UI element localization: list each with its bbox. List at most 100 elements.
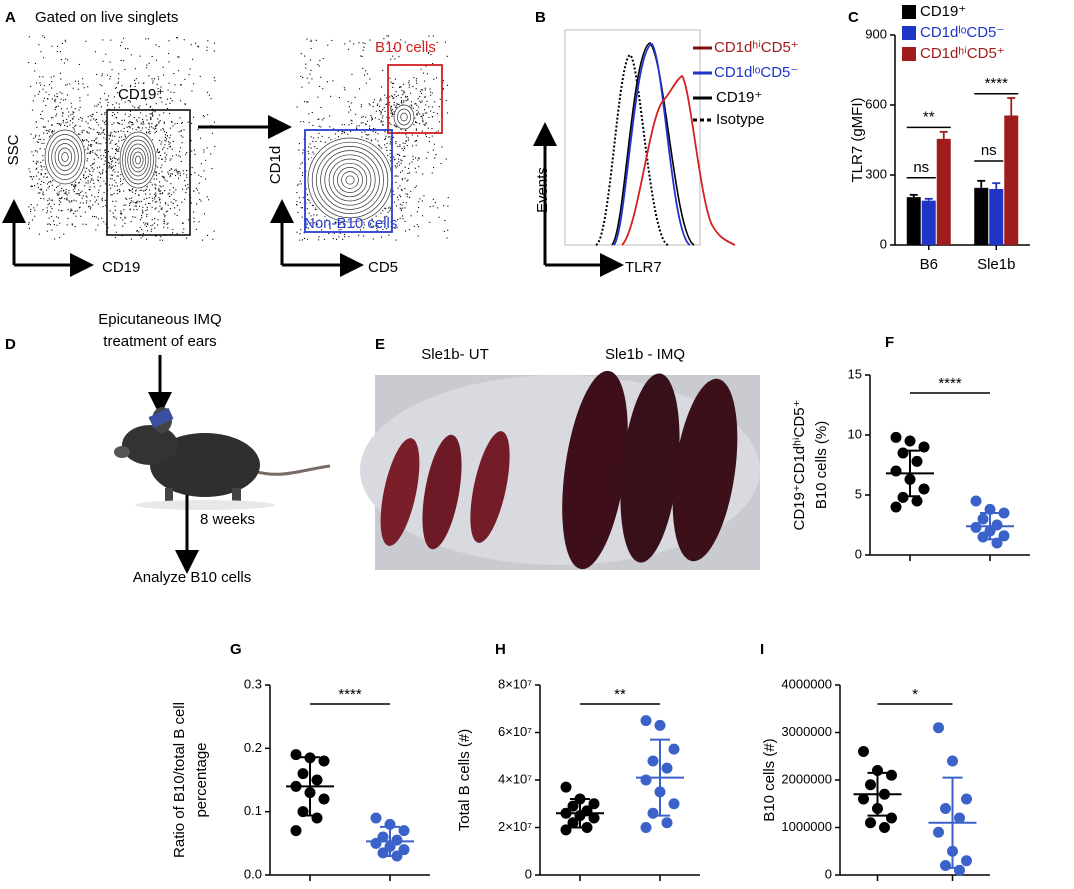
event-dot [115,153,117,155]
event-dot [404,41,406,43]
event-dot [410,92,412,94]
event-dot [140,130,142,132]
event-dot [191,90,193,92]
event-dot [115,158,117,160]
event-dot [199,137,201,139]
event-dot [36,160,38,162]
event-dot [402,201,404,203]
event-dot [124,47,126,49]
event-dot [391,115,393,117]
event-dot [65,98,67,100]
event-dot [192,58,194,60]
event-dot [328,233,330,235]
event-dot [152,114,154,116]
event-dot [156,125,158,127]
event-dot [82,223,84,225]
event-dot [165,140,167,142]
event-dot [121,119,123,121]
event-dot [185,192,187,194]
event-dot [51,131,53,133]
event-dot [398,164,400,166]
event-dot [153,178,155,180]
event-dot [40,183,42,185]
event-dot [421,89,423,91]
event-dot [59,184,61,186]
event-dot [181,122,183,124]
contour [127,143,149,177]
contour [332,162,368,198]
data-point [297,768,309,780]
event-dot [105,223,107,225]
event-dot [179,117,181,119]
event-dot [400,162,402,164]
event-dot [307,238,309,240]
event-dot [121,123,123,125]
event-dot [79,100,81,102]
event-dot [54,95,56,97]
event-dot [62,112,64,114]
event-dot [317,96,319,98]
event-dot [34,185,36,187]
event-dot [96,111,98,113]
event-dot [97,224,99,226]
panel-letter: I [760,641,764,658]
event-dot [206,46,208,48]
event-dot [167,204,169,206]
event-dot [165,203,167,205]
event-dot [66,108,68,110]
event-dot [193,221,195,223]
event-dot [172,228,174,230]
event-dot [363,222,365,224]
event-dot [396,162,398,164]
event-dot [148,202,150,204]
event-dot [169,174,171,176]
data-point [391,834,403,846]
event-dot [134,216,136,218]
event-dot [369,78,371,80]
event-dot [137,126,139,128]
event-dot [38,233,40,235]
event-dot [196,189,198,191]
event-dot [114,114,116,116]
event-dot [132,128,134,130]
event-dot [181,201,183,203]
event-dot [90,119,92,121]
event-dot [157,118,159,120]
event-dot [154,208,156,210]
event-dot [68,111,70,113]
axis-label: CD1d [267,146,284,184]
event-dot [399,145,401,147]
event-dot [124,68,126,70]
event-dot [424,80,426,82]
contour [337,167,363,193]
event-dot [411,105,413,107]
event-dot [128,125,130,127]
event-dot [42,118,44,120]
event-dot [102,206,104,208]
event-dot [97,192,99,194]
event-dot [425,136,427,138]
event-dot [140,237,142,239]
event-dot [92,149,94,151]
event-dot [300,121,302,123]
event-dot [196,203,198,205]
event-dot [59,237,61,239]
event-dot [198,192,200,194]
event-dot [355,127,357,129]
event-dot [161,171,163,173]
event-dot [43,139,45,141]
event-dot [48,223,50,225]
event-dot [146,132,148,134]
event-dot [154,125,156,127]
event-dot [137,106,139,108]
event-dot [78,182,80,184]
event-dot [45,105,47,107]
event-dot [415,171,417,173]
event-dot [183,228,185,230]
event-dot [115,148,117,150]
event-dot [72,113,74,115]
event-dot [320,126,322,128]
contour [122,135,154,185]
event-dot [110,39,112,41]
event-dot [145,210,147,212]
